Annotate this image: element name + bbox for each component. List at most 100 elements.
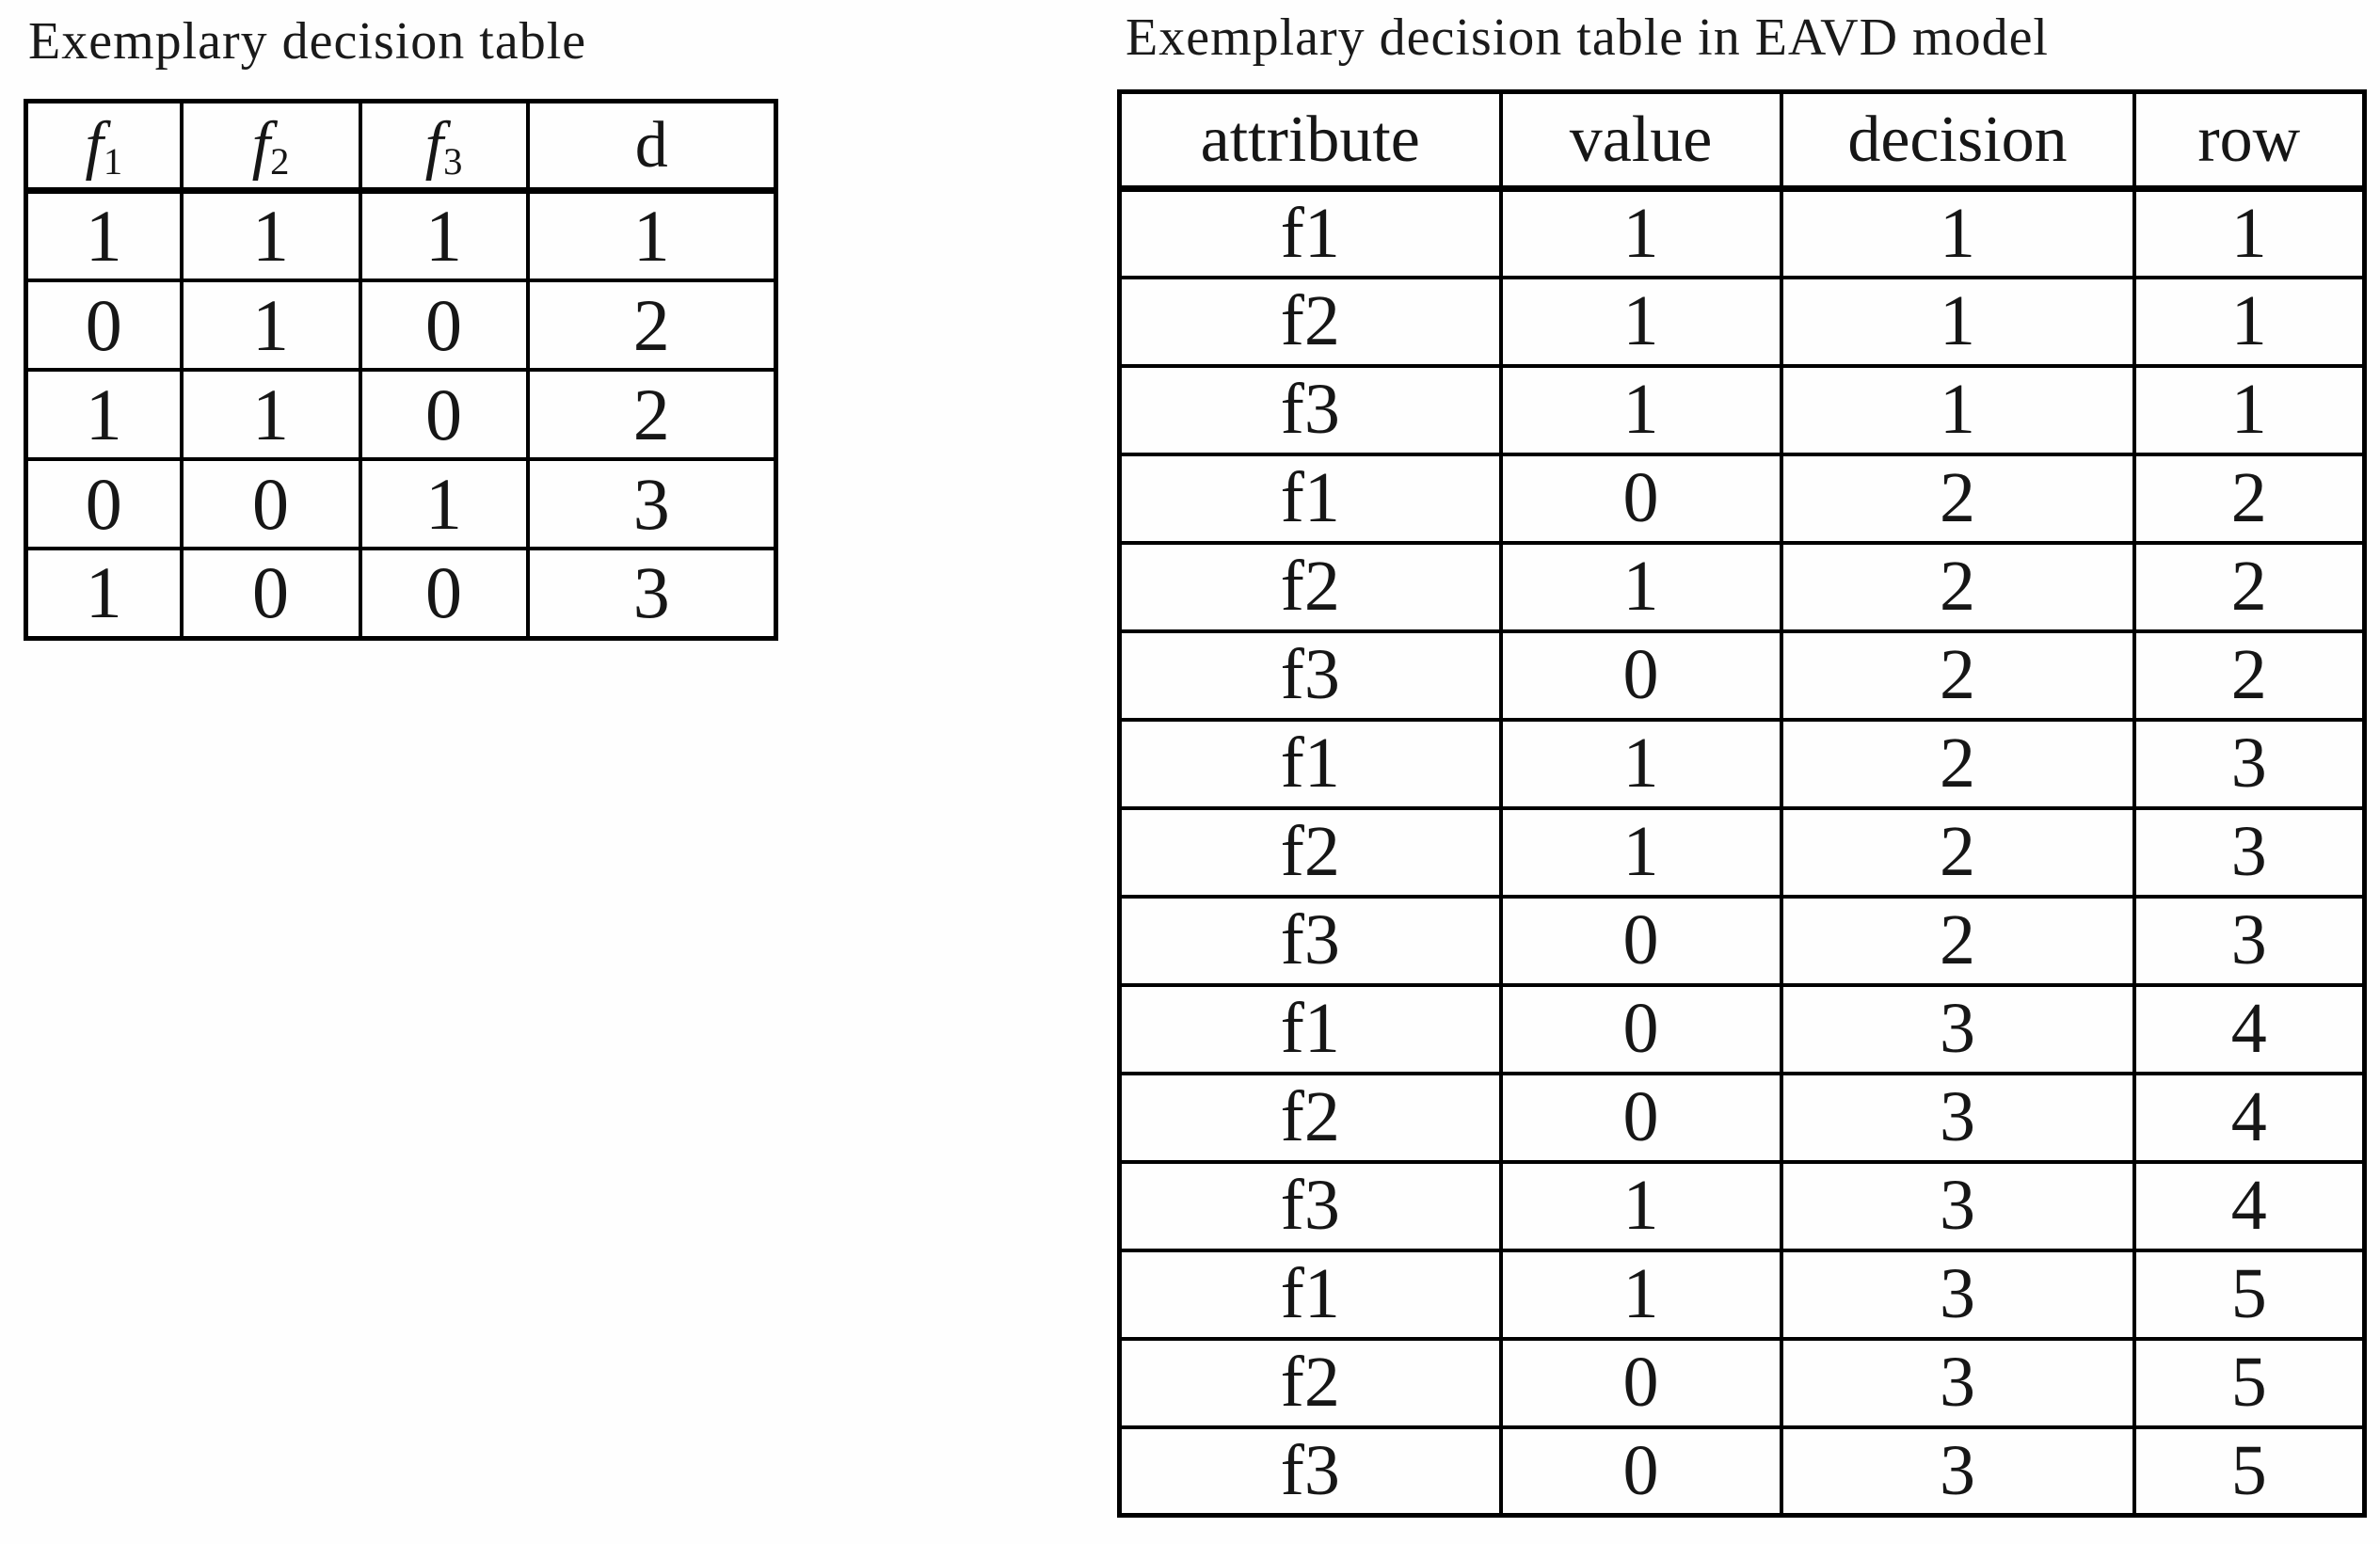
table-row: f2 1 1 1 bbox=[1117, 275, 2367, 368]
table-cell: 1 bbox=[1498, 717, 1783, 810]
table-cell: 1 bbox=[1498, 1159, 1783, 1252]
table-cell: 2 bbox=[2132, 540, 2367, 633]
table-cell: 0 bbox=[1498, 1071, 1783, 1164]
column-header: f3 bbox=[358, 99, 530, 194]
table-cell: 0 bbox=[1498, 1425, 1783, 1518]
table-cell: 3 bbox=[1779, 1248, 2136, 1341]
table-row: f3 1 3 4 bbox=[1117, 1159, 2367, 1252]
table-cell: 2 bbox=[1779, 629, 2136, 722]
table-cell: 4 bbox=[2132, 1071, 2367, 1164]
table-row: f1 0 2 2 bbox=[1117, 452, 2367, 545]
table-cell: 1 bbox=[358, 457, 530, 550]
table-cell: f3 bbox=[1117, 363, 1503, 456]
table-cell: 3 bbox=[2132, 717, 2367, 810]
table-cell: 0 bbox=[1498, 452, 1783, 545]
table-row: f1 1 2 3 bbox=[1117, 717, 2367, 810]
table-row: f2 1 2 3 bbox=[1117, 805, 2367, 899]
header-row: attribute value decision row bbox=[1117, 89, 2367, 192]
table-cell: f1 bbox=[1117, 186, 1503, 279]
right-table-title: Exemplary decision table in EAVD model bbox=[1126, 8, 2049, 67]
table-cell: f3 bbox=[1117, 1425, 1503, 1518]
table-cell: 0 bbox=[24, 279, 184, 372]
table-cell: 3 bbox=[2132, 894, 2367, 987]
table-row: f2 1 2 2 bbox=[1117, 540, 2367, 633]
table-cell: 2 bbox=[1779, 805, 2136, 899]
table-row: f3 0 2 3 bbox=[1117, 894, 2367, 987]
table-cell: f1 bbox=[1117, 452, 1503, 545]
table-cell: 3 bbox=[2132, 805, 2367, 899]
table-cell: 2 bbox=[1779, 894, 2136, 987]
eavd-model-table: attribute value decision row f1 1 1 1 f2 1 1 1 f3 1 1 1… bbox=[1117, 89, 2367, 1518]
table-cell: 2 bbox=[525, 368, 778, 461]
table-cell: f2 bbox=[1117, 1336, 1503, 1429]
table-cell: 0 bbox=[1498, 629, 1783, 722]
table-cell: 1 bbox=[1779, 275, 2136, 368]
table-cell: 5 bbox=[2132, 1425, 2367, 1518]
table-cell: f1 bbox=[1117, 982, 1503, 1075]
table-cell: 1 bbox=[1498, 805, 1783, 899]
table-cell: 2 bbox=[2132, 452, 2367, 545]
column-header: d bbox=[525, 99, 778, 194]
table-cell: 2 bbox=[1779, 452, 2136, 545]
table-cell: f3 bbox=[1117, 629, 1503, 722]
column-header: decision bbox=[1779, 89, 2136, 192]
table-cell: f1 bbox=[1117, 717, 1503, 810]
table-cell: 5 bbox=[2132, 1336, 2367, 1429]
table-cell: 1 bbox=[179, 368, 362, 461]
table-cell: 1 bbox=[1498, 363, 1783, 456]
table-row: f3 1 1 1 bbox=[1117, 363, 2367, 456]
table-cell: 0 bbox=[358, 547, 530, 640]
table-cell: 1 bbox=[525, 188, 778, 282]
table-cell: 1 bbox=[358, 188, 530, 282]
table-row: f1 0 3 4 bbox=[1117, 982, 2367, 1075]
column-header: attribute bbox=[1117, 89, 1503, 192]
table-cell: f2 bbox=[1117, 805, 1503, 899]
table-cell: 4 bbox=[2132, 982, 2367, 1075]
column-header: row bbox=[2132, 89, 2367, 192]
table-cell: 3 bbox=[1779, 982, 2136, 1075]
table-cell: 0 bbox=[358, 368, 530, 461]
table-row: f2 0 3 5 bbox=[1117, 1336, 2367, 1429]
table-cell: 0 bbox=[179, 457, 362, 550]
table-cell: 1 bbox=[1779, 186, 2136, 279]
table-row: f2 0 3 4 bbox=[1117, 1071, 2367, 1164]
table-cell: 3 bbox=[525, 457, 778, 550]
decision-table: f1 f2 f3 d 1 1 1 1 0 1 0 2 1 1 0 2 0 0 1 3 1 0 0 3 bbox=[24, 99, 778, 641]
column-header: f1 bbox=[24, 99, 184, 194]
table-cell: 1 bbox=[2132, 363, 2367, 456]
table-cell: f2 bbox=[1117, 540, 1503, 633]
left-table-title: Exemplary decision table bbox=[28, 12, 587, 71]
table-row: f1 1 3 5 bbox=[1117, 1248, 2367, 1341]
table-cell: 1 bbox=[1498, 1248, 1783, 1341]
table-cell: 1 bbox=[1498, 186, 1783, 279]
column-header: value bbox=[1498, 89, 1783, 192]
table-cell: 2 bbox=[1779, 717, 2136, 810]
table-cell: f2 bbox=[1117, 1071, 1503, 1164]
table-cell: 5 bbox=[2132, 1248, 2367, 1341]
table-cell: f3 bbox=[1117, 894, 1503, 987]
table-cell: 1 bbox=[1779, 363, 2136, 456]
table-cell: 2 bbox=[2132, 629, 2367, 722]
header-row: f1 f2 f3 d bbox=[24, 99, 778, 194]
table-cell: 1 bbox=[2132, 186, 2367, 279]
table-cell: 1 bbox=[2132, 275, 2367, 368]
table-cell: 0 bbox=[1498, 982, 1783, 1075]
table-cell: 3 bbox=[1779, 1159, 2136, 1252]
table-cell: 3 bbox=[1779, 1425, 2136, 1518]
table-cell: 3 bbox=[1779, 1071, 2136, 1164]
table-cell: 1 bbox=[24, 188, 184, 282]
table-cell: 2 bbox=[1779, 540, 2136, 633]
table-cell: 3 bbox=[1779, 1336, 2136, 1429]
table-cell: 0 bbox=[1498, 894, 1783, 987]
table-cell: 4 bbox=[2132, 1159, 2367, 1252]
table-cell: 1 bbox=[179, 188, 362, 282]
table-cell: 1 bbox=[1498, 540, 1783, 633]
table-cell: 1 bbox=[24, 547, 184, 640]
column-header: f2 bbox=[179, 99, 362, 194]
table-cell: 2 bbox=[525, 279, 778, 372]
